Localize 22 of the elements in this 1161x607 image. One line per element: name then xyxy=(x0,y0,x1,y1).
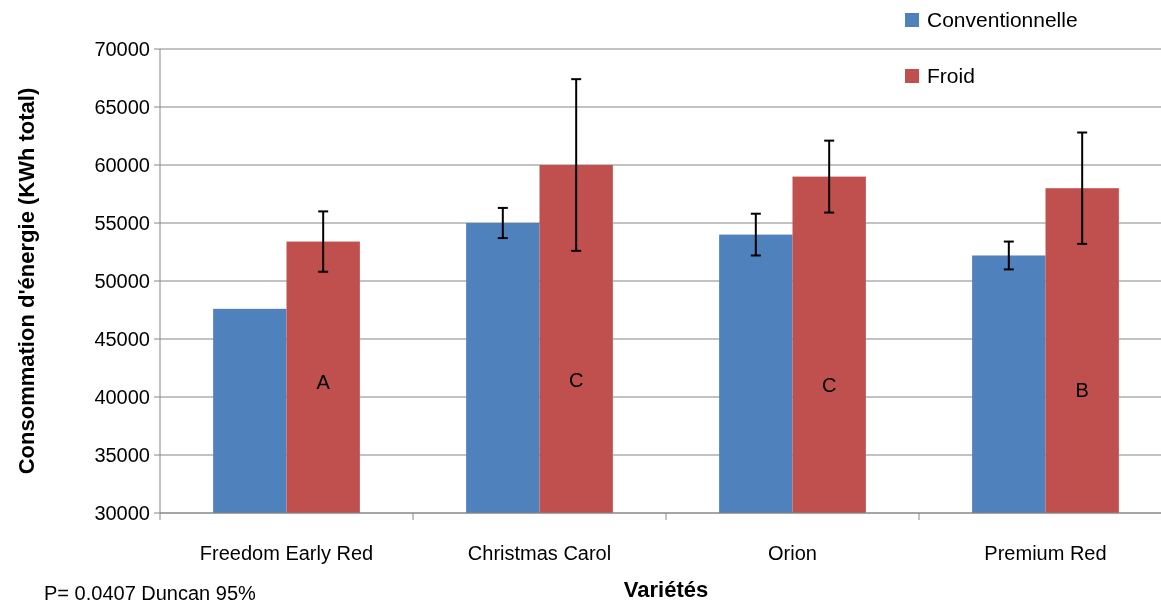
y-tick-label: 50000 xyxy=(94,270,150,292)
annotation: B xyxy=(1075,379,1089,402)
text: P= 0.0407 Duncan 95% xyxy=(44,582,257,604)
annotation: C xyxy=(821,374,837,397)
y-tick-label: 35000 xyxy=(94,444,150,466)
y-tick-label: 65000 xyxy=(94,96,150,118)
x-tick-label: Freedom Early Red xyxy=(199,542,374,564)
y-tick-label: 40000 xyxy=(94,386,150,408)
legend-label: Froid xyxy=(927,64,975,88)
annotation: C xyxy=(568,368,584,391)
x-tick-label: Premium Red xyxy=(984,542,1107,564)
x-tick-label: Orion xyxy=(768,542,817,564)
y-tick-label: 45000 xyxy=(94,328,150,350)
x-axis-title: Variétés xyxy=(623,577,709,602)
annotation: A xyxy=(316,370,331,393)
y-tick-label: 55000 xyxy=(94,212,150,234)
x-tick-label: Christmas Carol xyxy=(467,542,612,564)
y-axis-title: Consommation d'énergie (KWh total) xyxy=(14,87,39,475)
y-tick-label: 30000 xyxy=(94,502,150,524)
legend-label: Conventionnelle xyxy=(927,8,1078,32)
y-tick-label: 60000 xyxy=(94,154,150,176)
y-tick-label: 70000 xyxy=(94,38,150,60)
